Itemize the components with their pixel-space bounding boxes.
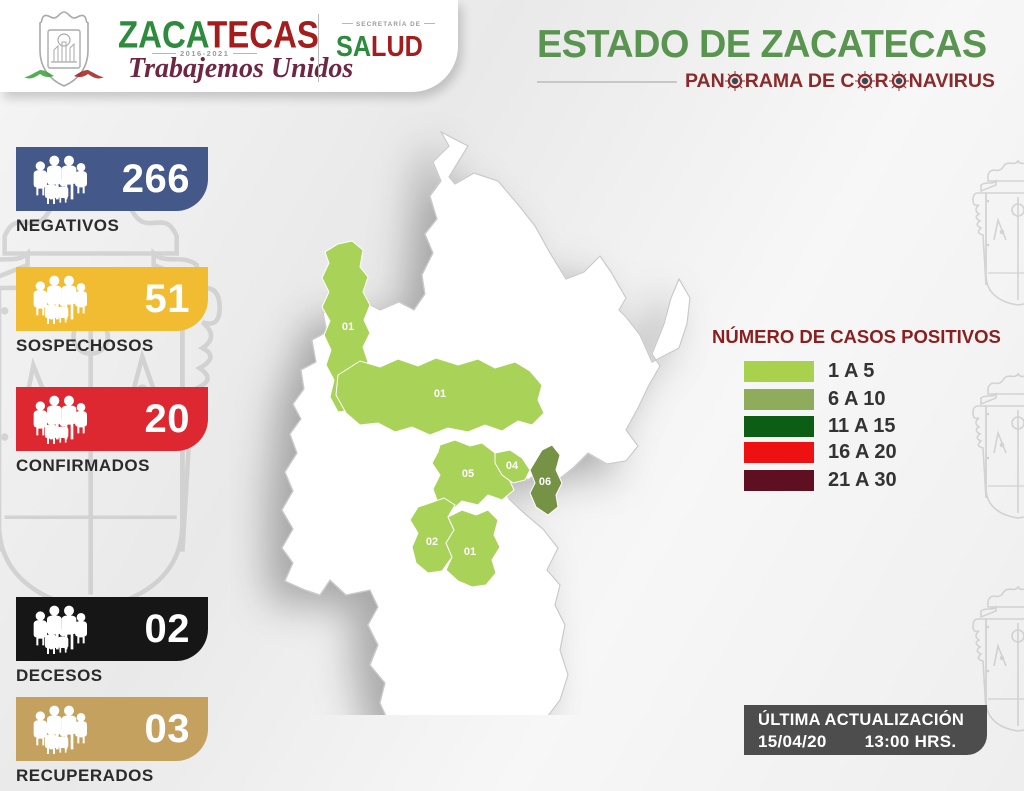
svg-text:01: 01	[434, 388, 446, 400]
svg-text:04: 04	[506, 460, 519, 472]
svg-text:01: 01	[464, 546, 476, 558]
svg-text:05: 05	[462, 468, 474, 480]
svg-text:06: 06	[539, 476, 551, 488]
svg-text:01: 01	[342, 321, 354, 333]
svg-text:02: 02	[426, 536, 438, 548]
